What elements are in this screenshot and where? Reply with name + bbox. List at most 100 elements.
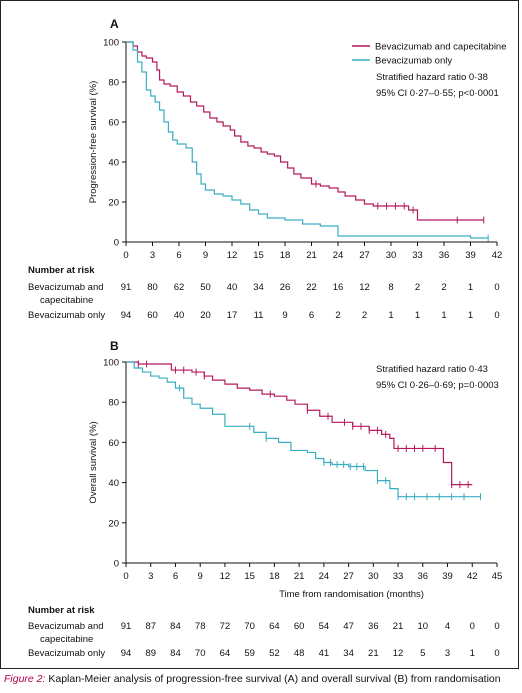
panel-b-at-risk-value: 0 (470, 621, 475, 632)
panel-b-annotation: 95% CI 0·26–0·69; p=0·0003 (376, 380, 499, 391)
caption-text: Kaplan-Meier analysis of progression-fre… (45, 673, 501, 685)
panel-b-at-risk-value: 34 (343, 648, 354, 659)
panel-b-x-tick-label: 39 (442, 571, 453, 582)
panel-a-at-risk-value: 1 (415, 310, 420, 321)
panel-b-annotation: Stratified hazard ratio 0·43 (376, 364, 488, 375)
panel-a-at-risk-value: 50 (200, 282, 211, 293)
panel-b-x-tick-label: 9 (198, 571, 203, 582)
panel-b-y-axis-label: Overall survival (%) (88, 421, 99, 503)
panel-b-at-risk-label: Bevacizumab and (28, 621, 104, 632)
panel-b-series-1-curve (126, 361, 481, 498)
panel-b-at-risk-value: 84 (170, 648, 181, 659)
panel-b-at-risk-value: 36 (368, 621, 379, 632)
panel-b-at-risk-value: 94 (121, 648, 132, 659)
panel-a-x-tick-label: 12 (227, 250, 238, 261)
panel-b-at-risk-value: 0 (494, 648, 499, 659)
panel-b-at-risk-value: 12 (393, 648, 404, 659)
panel-a-y-axis-label: Progression-free survival (%) (88, 81, 99, 203)
panel-a-series-0-curve (126, 41, 484, 221)
panel-a-annotation: 95% CI 0·27–0·55; p<0·0001 (376, 88, 499, 99)
panel-b-at-risk-value: 3 (445, 648, 450, 659)
panel-b-x-tick-label: 3 (148, 571, 153, 582)
panel-a-y-tick-label: 40 (108, 158, 119, 169)
figure-caption: Figure 2: Kaplan-Meier analysis of progr… (4, 673, 501, 685)
panel-b-at-risk-value: 54 (319, 621, 330, 632)
panel-b-x-tick-label: 18 (269, 571, 280, 582)
panel-a-at-risk-value: 34 (253, 282, 264, 293)
panel-b-at-risk-value: 78 (195, 621, 206, 632)
panel-b-y-tick-label: 80 (108, 398, 119, 409)
panel-a-x-tick-label: 3 (150, 250, 155, 261)
panel-a-at-risk-value: 1 (468, 282, 473, 293)
legend-label-1: Bevacizumab only (375, 56, 452, 67)
panel-a-annotation: Stratified hazard ratio 0·38 (376, 72, 488, 83)
panel-b-x-tick-label: 0 (123, 571, 128, 582)
panel-b-at-risk-value: 72 (220, 621, 231, 632)
panel-a-at-risk-value: 40 (174, 310, 185, 321)
panel-b-letter: B (110, 339, 119, 353)
panel-a-at-risk-value: 0 (494, 282, 499, 293)
panel-b-x-tick-label: 30 (368, 571, 379, 582)
panel-a-at-risk-value: 1 (441, 310, 446, 321)
panel-a-at-risk-value: 80 (147, 282, 158, 293)
panel-b-at-risk-value: 91 (121, 621, 132, 632)
panel-b-at-risk-value: 1 (470, 648, 475, 659)
panel-b-x-tick-label: 36 (418, 571, 429, 582)
panel-b-y-tick-label: 60 (108, 438, 119, 449)
panel-b-at-risk-value: 21 (393, 621, 404, 632)
panel-a-at-risk-value: 11 (254, 310, 264, 321)
panel-a-x-tick-label: 33 (412, 250, 423, 261)
panel-a-at-risk-value: 8 (388, 282, 393, 293)
panel-b-at-risk-value: 59 (244, 648, 255, 659)
panel-a-letter: A (110, 17, 119, 31)
panel-b-at-risk-title: Number at risk (28, 605, 95, 616)
panel-a-x-tick-label: 0 (123, 250, 128, 261)
panel-b-at-risk-value: 4 (445, 621, 450, 632)
panel-a-at-risk-value: 0 (494, 310, 499, 321)
panel-b-at-risk-value: 48 (294, 648, 305, 659)
panel-a-x-tick-label: 42 (492, 250, 503, 261)
caption-lead: Figure 2: (4, 673, 46, 685)
panel-b-at-risk-value: 64 (220, 648, 231, 659)
panel-b-x-tick-label: 42 (467, 571, 478, 582)
panel-b-at-risk-value: 21 (368, 648, 379, 659)
panel-a-y-tick-label: 20 (108, 198, 119, 209)
panel-b-x-tick-label: 27 (343, 571, 354, 582)
panel-a-at-risk-label: Bevacizumab only (28, 310, 105, 321)
panel-a-at-risk-value: 9 (282, 310, 287, 321)
panel-b-x-tick-label: 24 (319, 571, 330, 582)
panel-a-at-risk-value: 2 (441, 282, 446, 293)
panel-b-x-tick-label: 33 (393, 571, 404, 582)
panel-b-at-risk-value: 70 (195, 648, 206, 659)
figure-frame (0, 0, 519, 669)
panel-a-x-tick-label: 36 (439, 250, 450, 261)
panel-b-x-tick-label: 21 (294, 571, 305, 582)
panel-b-x-axis-label: Time from randomisation (months) (279, 589, 424, 600)
panel-a-at-risk-value: 12 (359, 282, 370, 293)
panel-b-at-risk-value: 70 (244, 621, 255, 632)
panel-b-at-risk-value: 87 (145, 621, 156, 632)
panel-b-y-tick-label: 0 (114, 559, 119, 570)
panel-b-y-tick-label: 20 (108, 518, 119, 529)
panel-a-at-risk-value: 2 (415, 282, 420, 293)
panel-a-at-risk-value: 91 (121, 282, 132, 293)
panel-b-at-risk-value: 52 (269, 648, 280, 659)
panel-a-at-risk-value: 1 (468, 310, 473, 321)
panel-b-x-tick-label: 12 (220, 571, 231, 582)
panel-a-at-risk-label: capecitabine (40, 295, 93, 306)
panel-a-x-tick-label: 6 (176, 250, 181, 261)
panel-a-at-risk-value: 2 (362, 310, 367, 321)
panel-a-at-risk-value: 40 (227, 282, 238, 293)
panel-a-at-risk-value: 62 (174, 282, 185, 293)
panel-b-at-risk-label: capecitabine (40, 634, 93, 645)
panel-a-x-tick-label: 24 (333, 250, 344, 261)
panel-b-at-risk-value: 41 (319, 648, 330, 659)
panel-a-x-tick-label: 39 (465, 250, 476, 261)
panel-a-y-tick-label: 80 (108, 78, 119, 89)
panel-a-y-tick-label: 0 (114, 238, 119, 249)
panel-a-at-risk-value: 22 (306, 282, 317, 293)
panel-a-at-risk-title: Number at risk (28, 265, 95, 276)
panel-b-at-risk-value: 64 (269, 621, 280, 632)
